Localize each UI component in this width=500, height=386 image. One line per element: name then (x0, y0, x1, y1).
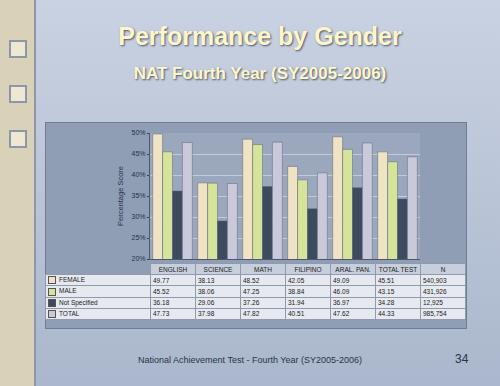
html-text:44.33: 44.33 (378, 310, 395, 318)
html-text:45.52: 45.52 (153, 287, 170, 295)
svg-text:Percentage Score: Percentage Score (116, 166, 125, 226)
html-text:NAT Fourth Year (SY2005-2006): NAT Fourth Year (SY2005-2006) (133, 64, 387, 83)
html-text:TOTAL TEST: TOTAL TEST (378, 265, 418, 273)
svg-text:25%: 25% (132, 234, 146, 241)
html-text:Performance by Gender: Performance by Gender (118, 22, 402, 50)
html-text:34: 34 (455, 352, 469, 366)
html-text:540,903: 540,903 (423, 276, 447, 284)
html-text:985,754: 985,754 (423, 310, 447, 318)
html-text:34.28: 34.28 (378, 299, 395, 307)
html-text:42.05: 42.05 (288, 276, 305, 284)
html-text:47.25: 47.25 (243, 287, 260, 295)
html-text:36.18: 36.18 (153, 299, 170, 307)
html-text:40.51: 40.51 (288, 310, 305, 318)
html-text:38.06: 38.06 (198, 287, 215, 295)
html-text:43.15: 43.15 (378, 287, 395, 295)
html-text:36.97: 36.97 (333, 299, 350, 307)
html-text:Not Specified: Not Specified (59, 298, 98, 306)
html-text:ARAL. PAN.: ARAL. PAN. (335, 265, 371, 273)
html-text:47.73: 47.73 (153, 310, 170, 318)
html-text:37.98: 37.98 (198, 310, 215, 318)
html-text:TOTAL: TOTAL (59, 309, 80, 317)
svg-text:50%: 50% (132, 129, 146, 136)
svg-text:20%: 20% (132, 255, 146, 262)
html-text:49.77: 49.77 (153, 276, 170, 284)
html-text:SCIENCE: SCIENCE (203, 265, 233, 273)
html-text:31.94: 31.94 (288, 299, 305, 307)
html-text:47.62: 47.62 (333, 310, 350, 318)
html-text:38.13: 38.13 (198, 276, 215, 284)
html-text:37.26: 37.26 (243, 299, 260, 307)
svg-text:40%: 40% (132, 171, 146, 178)
html-text:38.84: 38.84 (288, 287, 305, 295)
html-text:FILIPINO: FILIPINO (294, 265, 322, 273)
html-text:MATH: MATH (254, 265, 272, 273)
html-text:MALE: MALE (59, 287, 77, 295)
html-text:48.52: 48.52 (243, 276, 260, 284)
html-text:45.51: 45.51 (378, 276, 395, 284)
html-text:N: N (440, 265, 446, 273)
html-text:46.09: 46.09 (333, 287, 350, 295)
html-text:ENGLISH: ENGLISH (158, 265, 188, 273)
html-text:29.06: 29.06 (198, 299, 215, 307)
svg-text:45%: 45% (132, 150, 146, 157)
html-text:47.82: 47.82 (243, 310, 260, 318)
svg-text:35%: 35% (132, 192, 146, 199)
svg-text:30%: 30% (132, 213, 146, 220)
html-text:12,925: 12,925 (423, 299, 443, 307)
html-text:431,926: 431,926 (423, 287, 447, 295)
html-text:FEMALE: FEMALE (59, 276, 85, 283)
html-text:National Achievement Test - Fo: National Achievement Test - Fourth Year … (138, 355, 362, 365)
html-text:49.09: 49.09 (333, 276, 350, 284)
